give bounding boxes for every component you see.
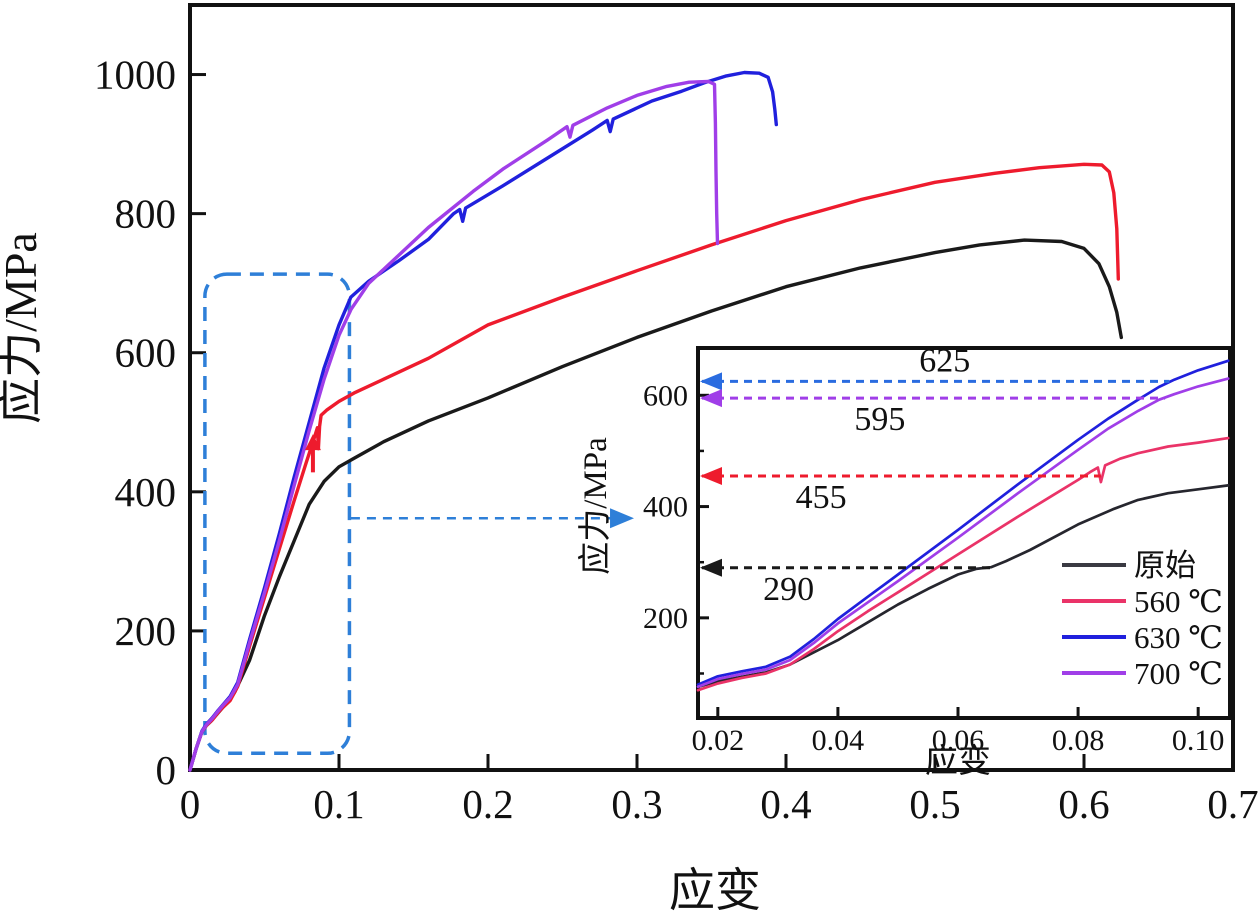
inset-y-tick-label: 400 <box>643 491 688 524</box>
x-tick-label: 0.2 <box>462 781 513 827</box>
inset-x-tick-label: 0.06 <box>932 724 985 757</box>
main-plot-curves <box>188 70 1123 772</box>
yield-value-label: 455 <box>796 479 847 516</box>
legend-label-2: 560 ℃ <box>1134 584 1223 619</box>
yield-value-label: 595 <box>854 401 905 438</box>
yield-arrow-icon-455 <box>700 466 722 485</box>
inset-x-tick-label: 0.04 <box>812 724 865 757</box>
curve-560c-inset <box>696 436 1230 692</box>
x-tick-label: 0.4 <box>760 781 811 827</box>
yield-value-label: 625 <box>919 342 970 379</box>
x-tick-label: 0.3 <box>611 781 662 827</box>
curve-700c-main <box>188 79 720 772</box>
zoom-region-box <box>203 272 352 756</box>
y-tick-label: 400 <box>115 469 177 515</box>
y-tick-label: 200 <box>115 608 177 654</box>
inset-y-axis-title: 应力/MPa <box>577 437 614 575</box>
inset-plot: 0.02 0.04 0.06 0.08 0.10 200 400 600 625 595 455 29… <box>643 342 1232 757</box>
yield-arrow-icon-290 <box>700 558 722 577</box>
x-tick-label: 0.5 <box>909 781 960 827</box>
legend-label-1: 原始 <box>1134 548 1196 583</box>
yield-arrow-icon-595 <box>700 389 722 408</box>
curve-700c-inset <box>696 377 1230 689</box>
inset-y-tick-label: 200 <box>643 602 688 635</box>
y-tick-label: 800 <box>115 191 177 237</box>
legend-label-4: 700 ℃ <box>1134 656 1223 691</box>
red-up-arrow-icon <box>304 434 321 451</box>
x-tick-label: 0.7 <box>1207 781 1258 827</box>
curve-630c-main <box>188 70 778 772</box>
zoom-region-overlay <box>203 272 635 756</box>
yield-arrow-icon-625 <box>700 372 722 391</box>
inset-x-tick-label: 0.10 <box>1172 724 1225 757</box>
x-tick-label: 0.1 <box>313 781 364 827</box>
inset-x-axis-title: 应变 <box>925 743 991 780</box>
x-tick-label: 0 <box>180 781 201 827</box>
inset-x-tick-label: 0.02 <box>692 724 745 757</box>
inset-frame <box>696 346 1232 720</box>
y-tick-label: 600 <box>115 330 177 376</box>
zoom-link-arrow-icon <box>610 508 635 529</box>
curve-630c-inset <box>696 359 1230 686</box>
y-tick-label: 1000 <box>94 52 176 98</box>
x-tick-label: 0.6 <box>1058 781 1109 827</box>
yield-value-label: 290 <box>763 571 814 608</box>
main-x-axis-title: 应变 <box>669 865 761 916</box>
main-y-axis-title: 应力/MPa <box>0 232 46 424</box>
inset-x-tick-label: 0.08 <box>1052 724 1105 757</box>
y-tick-label: 0 <box>156 747 177 793</box>
legend-label-3: 630 ℃ <box>1134 620 1223 655</box>
inset-y-tick-label: 600 <box>643 379 688 412</box>
main-plot-frame <box>188 3 1235 772</box>
main-plot-axes: 0 0.1 0.2 0.3 0.4 0.5 0.6 0.7 0 200 400 600 800 1000 <box>94 3 1259 827</box>
